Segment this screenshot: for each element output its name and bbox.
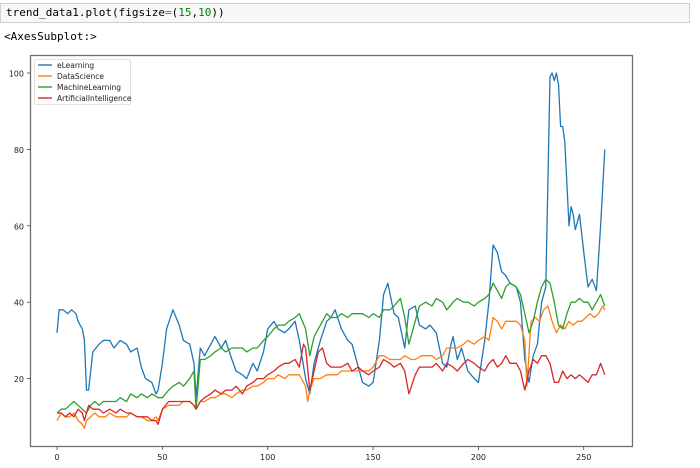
plot-lines: [56, 72, 606, 429]
cell-output-text: <AxesSubplot:>: [4, 30, 97, 43]
x-tick-label: 0: [54, 453, 59, 462]
legend-label-elearning: eLearning: [57, 61, 94, 70]
series-line-datascience: [56, 305, 606, 429]
legend: eLearning DataScience MachineLearning Artif…: [34, 59, 132, 105]
axes-frame: [29, 54, 634, 448]
code-close-paren: )): [211, 6, 225, 19]
legend-box: [34, 59, 131, 105]
x-tick-label: 250: [576, 453, 591, 462]
x-tick-label: 150: [365, 453, 380, 462]
y-tick-label: 60: [14, 222, 24, 231]
y-tick-label: 100: [9, 70, 24, 79]
legend-label-artificialintelligence: ArtificialIntelligence: [57, 94, 132, 103]
x-tick-label: 50: [157, 453, 167, 462]
series-line-elearning: [56, 72, 606, 399]
legend-label-datascience: DataScience: [57, 72, 104, 81]
x-tick-label: 100: [260, 453, 275, 462]
code-cell[interactable]: trend_data1.plot(figsize=(15,10)): [0, 3, 690, 23]
legend-label-machinelearning: MachineLearning: [57, 83, 121, 92]
x-axis: 0 50 100 150 200 250: [54, 446, 591, 462]
code-operator: =: [164, 6, 172, 19]
series-line-artificialintelligence: [57, 343, 606, 426]
y-tick-label: 20: [14, 375, 24, 384]
x-tick-label: 200: [471, 453, 486, 462]
code-comma: ,: [191, 6, 199, 19]
y-tick-label: 40: [14, 299, 24, 308]
code-open-paren: (: [171, 6, 179, 19]
y-axis: 20 40 60 80 100: [9, 70, 31, 384]
y-tick-label: 80: [14, 146, 24, 155]
series-line-machinelearning: [56, 278, 606, 414]
code-prefix: trend_data1.plot(figsize: [6, 6, 165, 19]
code-arg-height: 10: [198, 6, 212, 19]
code-arg-width: 15: [178, 6, 192, 19]
